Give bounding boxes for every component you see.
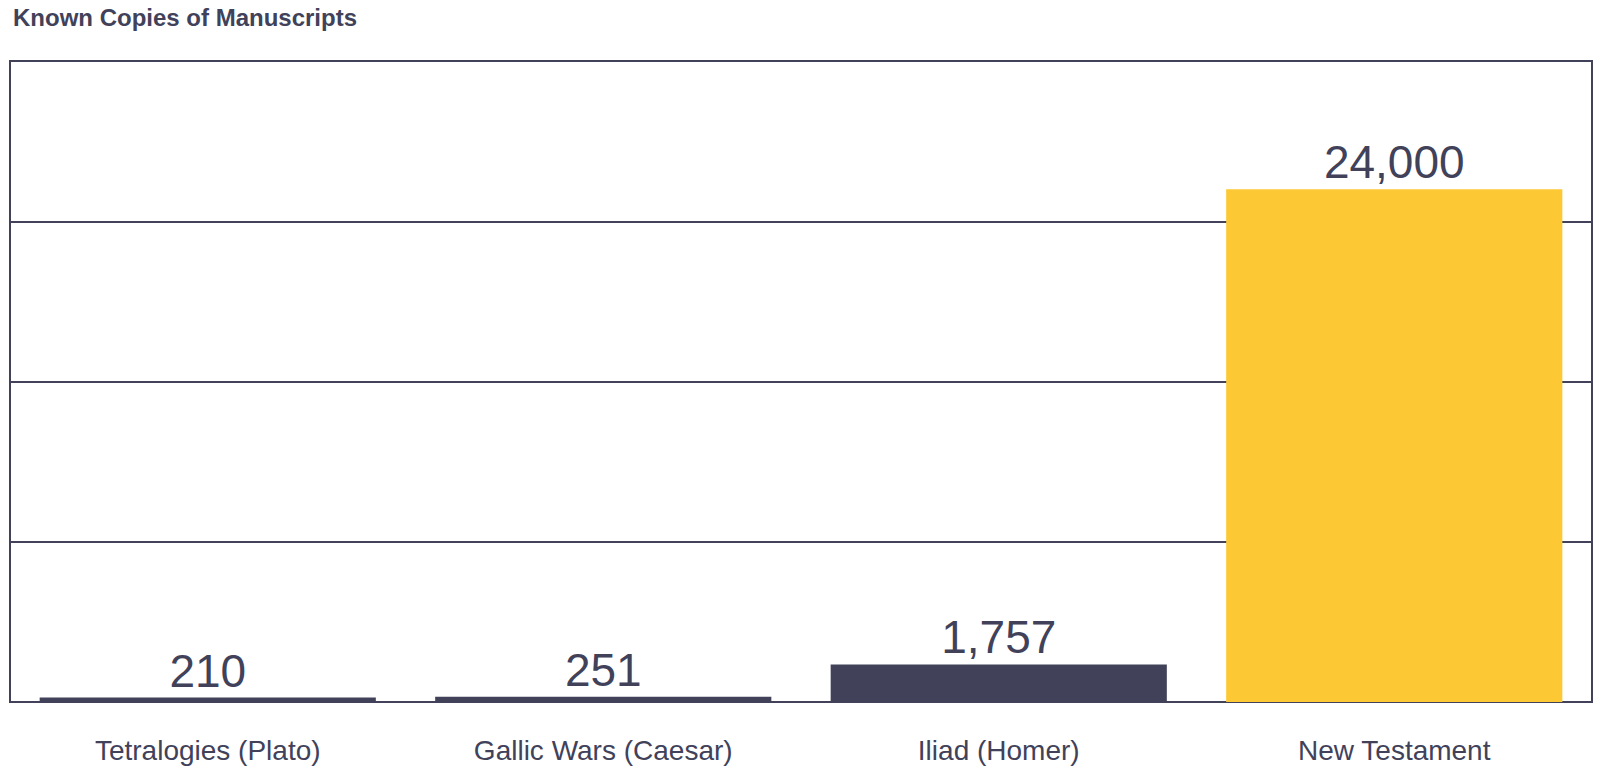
svg-text:Known Copies of Manuscripts: Known Copies of Manuscripts	[13, 4, 357, 31]
svg-text:24,000: 24,000	[1324, 136, 1465, 188]
svg-text:251: 251	[565, 644, 642, 696]
svg-text:Tetralogies (Plato): Tetralogies (Plato)	[95, 735, 321, 766]
svg-text:210: 210	[169, 645, 246, 697]
svg-text:Gallic Wars (Caesar): Gallic Wars (Caesar)	[474, 735, 733, 766]
svg-text:New Testament: New Testament	[1298, 735, 1491, 766]
svg-text:Iliad (Homer): Iliad (Homer)	[918, 735, 1080, 766]
svg-text:1,757: 1,757	[941, 611, 1056, 663]
